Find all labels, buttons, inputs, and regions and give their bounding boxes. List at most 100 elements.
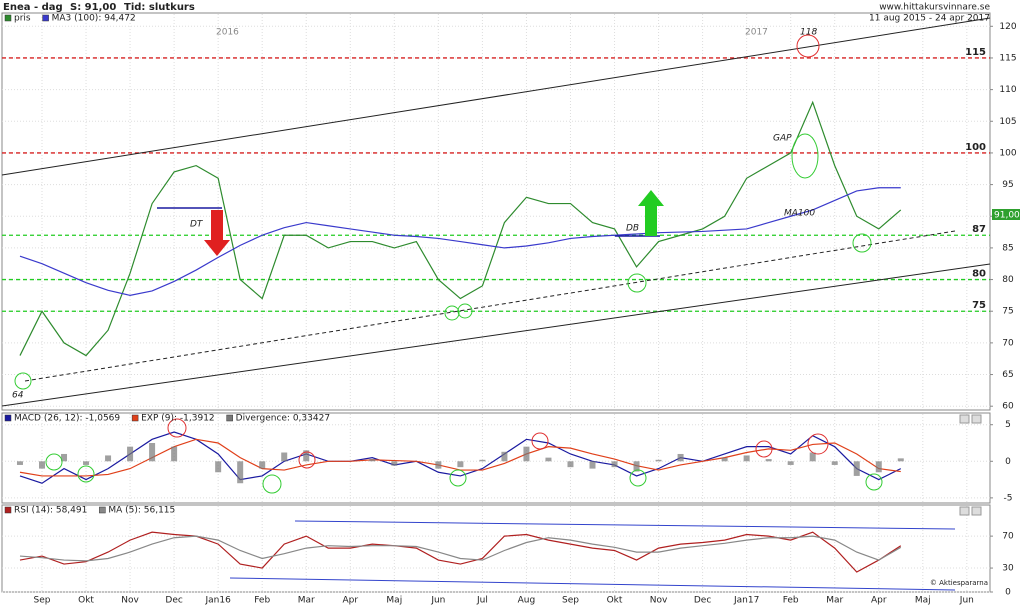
y-tick-label: -5 (1004, 493, 1013, 503)
level-label: 75 (972, 300, 986, 311)
divergence-bar (875, 461, 882, 473)
divergence-bar (391, 461, 398, 466)
legend-swatch (4, 506, 12, 514)
divergence-bar (589, 461, 596, 469)
db-label: DB (626, 224, 639, 234)
rsi-panel (1, 504, 991, 593)
circle (14, 372, 32, 390)
divergence-bar (479, 459, 486, 462)
divergence-bar (545, 457, 552, 462)
rsi-trend (294, 520, 956, 530)
y-tick-label: 110 (999, 85, 1016, 95)
legend-swatch (42, 14, 49, 22)
divergence-bar (281, 452, 288, 462)
panel-icon[interactable] (959, 414, 970, 424)
x-tick-label: Mar (298, 596, 315, 606)
trend-line (1, 17, 991, 176)
legend-label: MA (5): 56,115 (108, 506, 175, 516)
series-line (19, 531, 902, 573)
legend-label: MA3 (100): 94,472 (52, 14, 136, 24)
x-tick-label: Okt (607, 596, 623, 606)
level-label: 100 (965, 142, 986, 153)
divergence-bar (39, 461, 45, 469)
circle (865, 473, 883, 491)
title: Enea - dag (3, 2, 63, 13)
circle (755, 440, 773, 458)
y-tick-label: 95 (1002, 180, 1013, 190)
legend-label: MACD (26, 12): -1,0569 (14, 414, 120, 424)
down-arrow (204, 210, 230, 256)
x-tick-label: Jan16 (204, 596, 231, 606)
circle (627, 273, 647, 293)
divergence-bar (105, 455, 112, 462)
x-tick-label: Maj (915, 596, 931, 606)
mode: Tid: slutkurs (124, 2, 195, 13)
y-tick-label: 30 (1002, 564, 1014, 574)
close: S: 91,00 (70, 2, 116, 13)
panel-icon[interactable] (959, 506, 970, 516)
divergence-bar (897, 458, 904, 462)
level-label: 80 (972, 269, 986, 280)
divergence-bar (171, 446, 178, 462)
x-tick-label: Nov (650, 596, 668, 606)
legend-swatch (4, 414, 12, 422)
divergence-bar (523, 446, 530, 462)
plot-layer: Sep Okt Nov Dec Jan16 Feb Mar Apr Maj Jun Jul Aug Se… (2, 14, 1017, 606)
divergence-bar (501, 451, 508, 462)
year-label: 2017 (745, 28, 768, 38)
x-tick-label: Sep (34, 596, 51, 606)
circle (262, 474, 282, 494)
circle (167, 418, 187, 438)
divergence-bar (853, 461, 860, 476)
divergence-bar (743, 455, 750, 462)
credit: © Aktiespararna (930, 579, 988, 587)
divergence-bar (831, 461, 838, 465)
divergence-bar (215, 461, 222, 473)
divergence-bar (457, 461, 464, 468)
series-line (19, 187, 901, 297)
circle (77, 465, 95, 483)
ma-label: MA100 (784, 209, 815, 219)
series-line (19, 100, 902, 357)
divergence-bar (611, 461, 618, 468)
circle (796, 34, 820, 58)
circle (444, 305, 460, 321)
y-tick-label: 5 (1005, 420, 1011, 430)
circle (298, 451, 316, 469)
x-tick-label: Jun (430, 596, 445, 606)
divergence-bar (149, 443, 156, 462)
x-tick-label: Aug (518, 596, 536, 606)
y-tick-label: 105 (999, 117, 1016, 127)
up-arrow (638, 190, 664, 236)
series-line (19, 535, 902, 562)
legend-label: pris (14, 14, 31, 24)
divergence-bar (677, 453, 684, 462)
x-tick-label: Maj (386, 596, 402, 606)
legend-swatch (99, 506, 106, 514)
legend-label: Divergence: 0,33427 (236, 414, 330, 424)
divergence-bar (787, 461, 794, 465)
circle (45, 453, 63, 471)
y-tick-label: 80 (1002, 275, 1014, 285)
y-tick-label: 75 (1002, 307, 1013, 317)
rsi-trend (229, 577, 956, 591)
level-label: 87 (972, 224, 986, 235)
legend-swatch (4, 14, 12, 22)
last-price-tag (992, 209, 1020, 220)
x-tick-label: Feb (254, 596, 270, 606)
gap-label: GAP (773, 134, 792, 144)
panel-icon[interactable] (971, 414, 982, 424)
circle (791, 133, 819, 179)
circle (852, 233, 872, 253)
series-line (19, 431, 902, 484)
x-tick-label: Nov (121, 596, 139, 606)
last-price: 91,00 (994, 211, 1020, 221)
divergence-bar (61, 453, 68, 462)
low-label: 64 (12, 391, 24, 401)
x-tick-label: Apr (871, 596, 887, 606)
x-tick-label: Jun (959, 596, 974, 606)
divergence-bar (16, 461, 23, 465)
panel-icon[interactable] (971, 506, 982, 516)
